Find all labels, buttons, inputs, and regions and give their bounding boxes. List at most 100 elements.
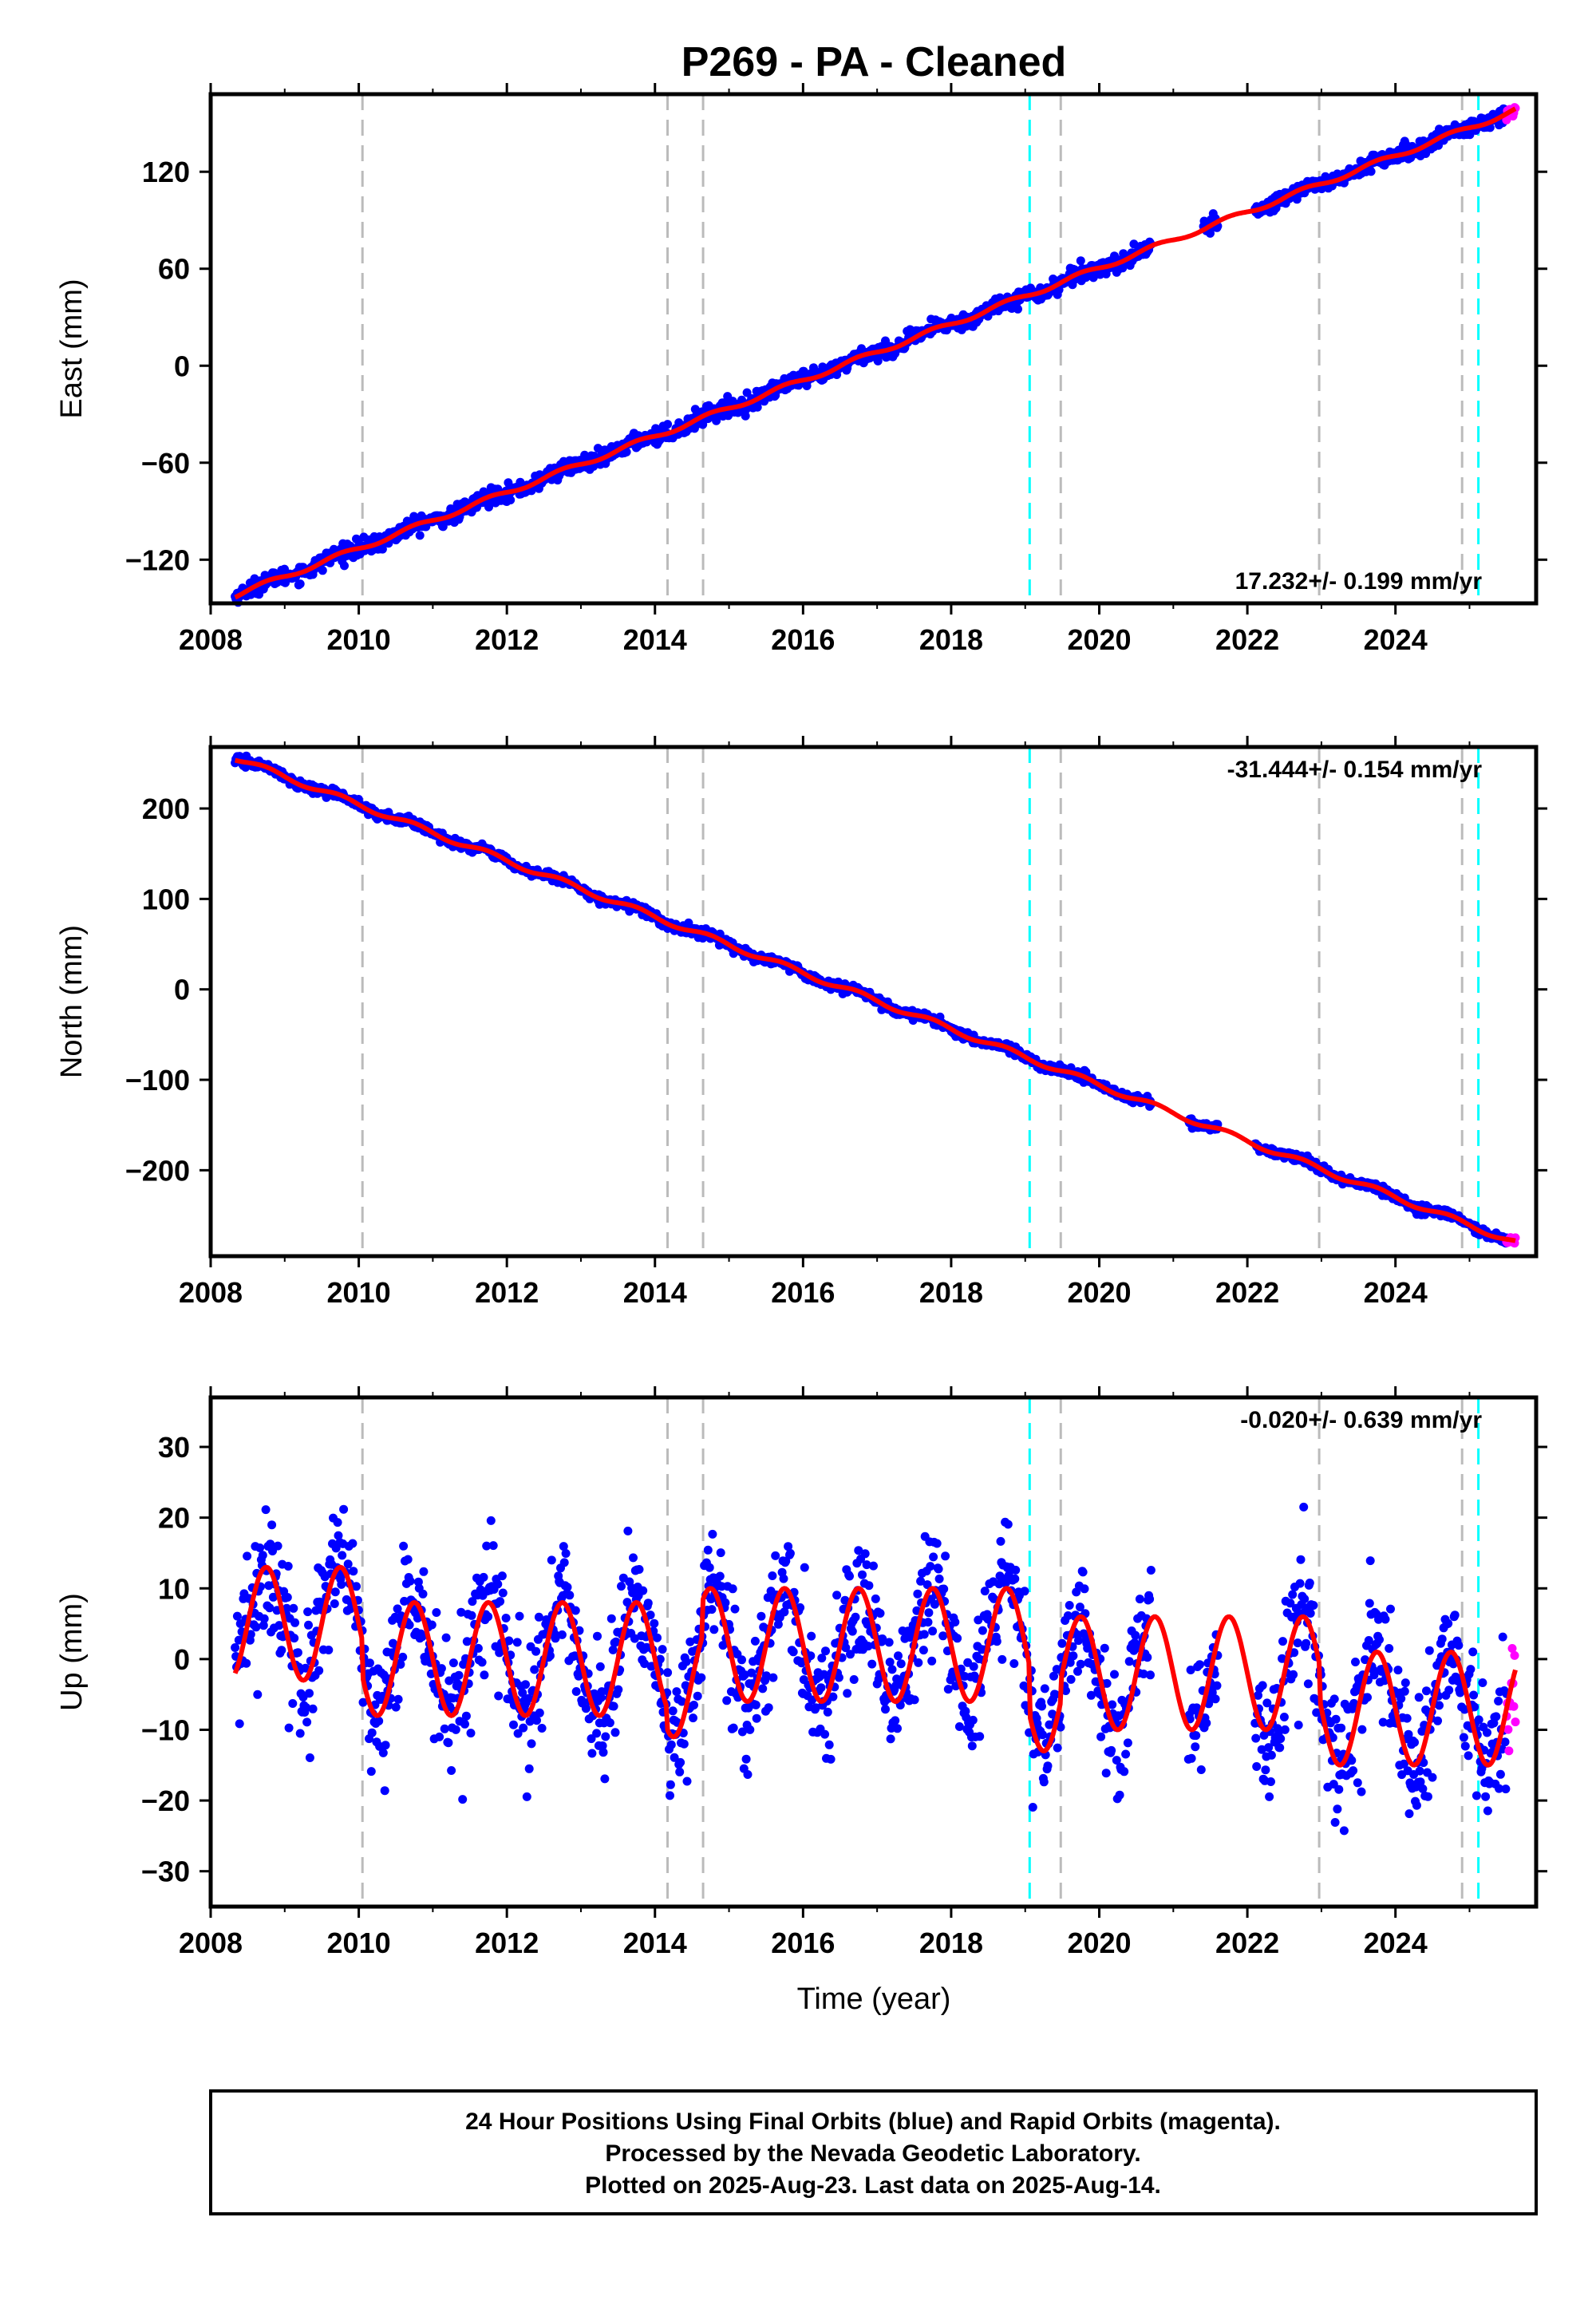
data-point xyxy=(480,1670,489,1680)
data-point xyxy=(559,1558,569,1567)
data-point xyxy=(1334,1784,1344,1794)
data-point xyxy=(871,1594,880,1603)
data-point xyxy=(891,1716,900,1725)
data-point xyxy=(318,566,327,575)
data-point xyxy=(1096,1732,1106,1741)
data-point xyxy=(494,1691,504,1701)
x-tick-label: 2010 xyxy=(327,1276,391,1309)
data-point xyxy=(924,1608,934,1618)
data-point xyxy=(919,1630,929,1639)
data-point xyxy=(563,1583,572,1592)
data-point xyxy=(634,1565,644,1574)
data-point xyxy=(885,1658,895,1667)
data-point xyxy=(605,1718,614,1728)
data-point xyxy=(716,1548,725,1558)
data-point xyxy=(785,1548,795,1558)
data-point xyxy=(682,1777,692,1786)
y-tick-label: 0 xyxy=(174,350,190,382)
data-point xyxy=(1195,1660,1204,1670)
data-point xyxy=(282,1593,292,1602)
data-point xyxy=(1039,1777,1049,1787)
data-point xyxy=(314,1666,324,1675)
data-point xyxy=(978,1626,987,1635)
data-point xyxy=(581,1704,591,1713)
data-point xyxy=(497,1571,507,1581)
data-point xyxy=(752,1713,761,1723)
data-point xyxy=(1351,1658,1360,1666)
data-point xyxy=(447,1766,456,1775)
data-point xyxy=(743,1770,753,1779)
data-point xyxy=(1275,1743,1285,1753)
data-point xyxy=(788,1647,798,1657)
rapid-data-point xyxy=(1510,1650,1519,1660)
data-point xyxy=(1365,1556,1375,1566)
data-point xyxy=(1299,1502,1309,1512)
data-point xyxy=(1424,1646,1434,1655)
data-point xyxy=(751,1700,760,1709)
y-axis-label: East (mm) xyxy=(55,279,89,418)
data-point xyxy=(1437,1634,1447,1644)
data-point xyxy=(265,1603,275,1613)
data-point xyxy=(304,1620,313,1630)
data-point xyxy=(1501,1784,1511,1794)
data-point xyxy=(1279,1713,1289,1721)
x-tick-label: 2012 xyxy=(475,1927,539,1959)
data-point xyxy=(1146,1670,1155,1680)
data-point xyxy=(498,1588,508,1598)
data-point xyxy=(532,1716,541,1725)
data-point xyxy=(338,1551,347,1560)
data-point xyxy=(303,1607,313,1617)
data-point xyxy=(745,1725,755,1734)
data-point xyxy=(1400,1678,1410,1688)
data-point xyxy=(466,1729,476,1738)
data-point xyxy=(779,1574,788,1583)
data-point xyxy=(1300,1595,1310,1603)
y-tick-label: −200 xyxy=(125,1154,190,1187)
x-tick-label: 2018 xyxy=(919,1276,983,1309)
data-point xyxy=(943,1685,953,1694)
data-point xyxy=(1386,1604,1395,1614)
data-point xyxy=(571,1687,581,1696)
data-point xyxy=(707,1605,717,1614)
data-point xyxy=(600,1774,610,1784)
data-point xyxy=(737,1655,746,1665)
data-point xyxy=(867,1659,877,1669)
data-point xyxy=(681,1657,691,1666)
data-point xyxy=(715,1571,725,1581)
data-point xyxy=(1433,1716,1443,1725)
data-point xyxy=(1258,1681,1267,1690)
data-point xyxy=(403,1555,413,1564)
data-point xyxy=(1076,256,1085,266)
data-point xyxy=(938,1631,948,1641)
data-point xyxy=(367,1728,377,1737)
x-tick-label: 2008 xyxy=(179,1927,243,1959)
data-point xyxy=(1145,1595,1155,1604)
data-point xyxy=(1211,1694,1220,1704)
data-point xyxy=(277,1646,286,1655)
data-point xyxy=(969,1662,978,1671)
data-point xyxy=(391,1702,401,1712)
data-point xyxy=(432,1608,441,1617)
data-point xyxy=(1366,167,1376,176)
x-tick-label: 2020 xyxy=(1067,1276,1131,1309)
data-point xyxy=(1466,1665,1476,1674)
data-point xyxy=(708,1529,717,1539)
data-point xyxy=(592,1729,602,1738)
data-point xyxy=(728,1584,737,1594)
data-point xyxy=(1494,1697,1503,1705)
data-point xyxy=(1474,1715,1483,1725)
y-tick-label: 120 xyxy=(142,156,190,188)
data-point xyxy=(1076,1659,1085,1669)
data-point xyxy=(757,1611,766,1621)
data-point xyxy=(488,1541,498,1551)
data-point xyxy=(1003,1520,1013,1529)
data-point xyxy=(1100,1643,1109,1653)
x-tick-label: 2016 xyxy=(771,1276,835,1309)
data-point xyxy=(894,1651,903,1661)
data-point xyxy=(1460,1741,1470,1751)
data-point xyxy=(1381,1614,1390,1624)
data-point xyxy=(243,1551,252,1561)
data-point xyxy=(614,1685,623,1694)
data-point xyxy=(451,1725,460,1734)
data-point xyxy=(712,416,721,425)
